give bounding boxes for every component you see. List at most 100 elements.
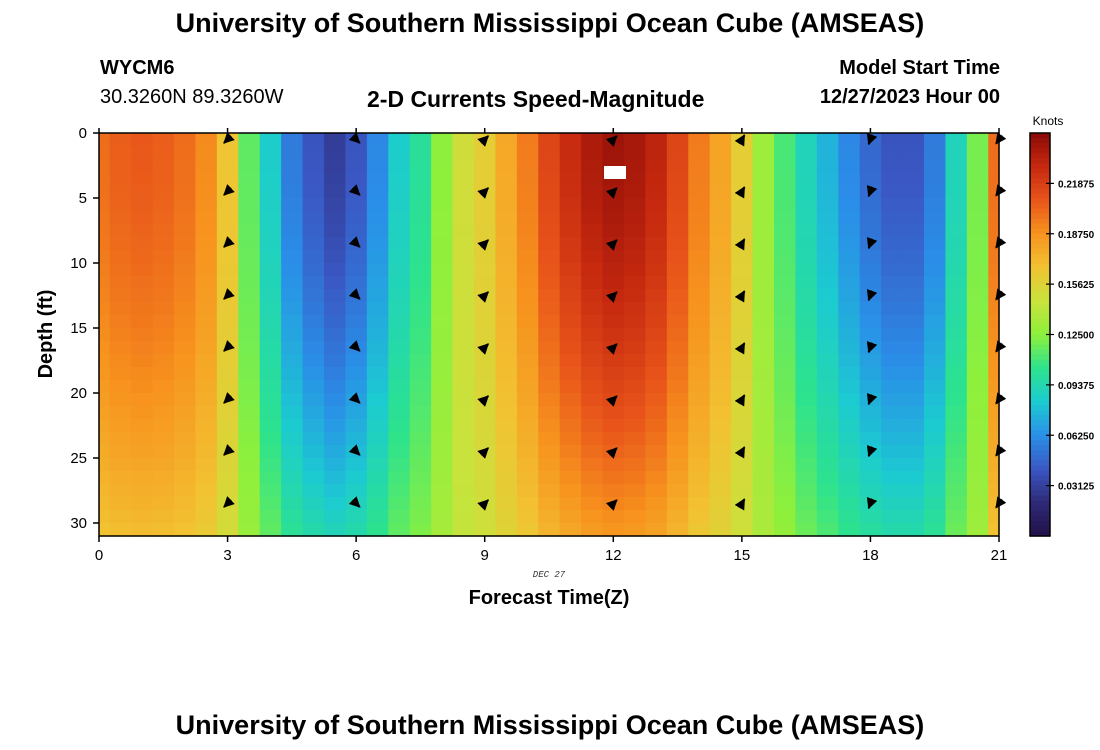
heatmap-cell <box>238 302 261 316</box>
heatmap-cell <box>881 523 904 537</box>
heatmap-cell <box>281 432 304 446</box>
heatmap-cell <box>131 315 154 329</box>
heatmap-cell <box>366 445 389 459</box>
heatmap-cell <box>195 211 218 225</box>
heatmap-cell <box>838 484 861 498</box>
heatmap-cell <box>581 393 604 407</box>
heatmap-cell <box>238 471 261 485</box>
heatmap-cell <box>99 302 111 316</box>
heatmap-cell <box>238 406 261 420</box>
heatmap-cell <box>495 250 518 264</box>
heatmap-cell <box>538 445 561 459</box>
heatmap-cell <box>602 419 625 433</box>
heatmap-cell <box>495 497 518 511</box>
heatmap-cell <box>324 198 347 212</box>
heatmap-cell <box>624 328 647 342</box>
heatmap-cell <box>945 523 968 537</box>
heatmap-cell <box>645 523 668 537</box>
heatmap-cell <box>431 276 454 290</box>
heatmap-cell <box>966 419 989 433</box>
colorbar-segment <box>1030 243 1050 250</box>
heatmap-cell <box>345 471 368 485</box>
heatmap-cell <box>902 250 925 264</box>
heatmap-cell <box>859 406 882 420</box>
heatmap-cell <box>174 393 197 407</box>
heatmap-cell <box>99 510 111 524</box>
heatmap-cell <box>795 484 818 498</box>
station-coordinates: 30.3260N 89.3260W <box>100 86 284 108</box>
heatmap-cell <box>324 250 347 264</box>
heatmap-cell <box>452 263 475 277</box>
heatmap-cell <box>109 458 132 472</box>
heatmap-cell <box>645 315 668 329</box>
heatmap-cell <box>431 406 454 420</box>
heatmap-cell <box>902 354 925 368</box>
heatmap-cell <box>109 250 132 264</box>
heatmap-cell <box>688 146 711 160</box>
heatmap-cell <box>581 484 604 498</box>
heatmap-cell <box>795 315 818 329</box>
heatmap-cell <box>945 146 968 160</box>
heatmap-cell <box>152 471 175 485</box>
heatmap-cell <box>99 458 111 472</box>
heatmap-cell <box>945 471 968 485</box>
heatmap-cell <box>516 393 539 407</box>
colorbar-segment <box>1030 480 1050 487</box>
heatmap-cell <box>366 471 389 485</box>
heatmap-cell <box>709 263 732 277</box>
heatmap-cell <box>388 341 411 355</box>
heatmap-cell <box>238 510 261 524</box>
heatmap-cell <box>474 276 497 290</box>
heatmap-cell <box>281 185 304 199</box>
heatmap-cell <box>195 263 218 277</box>
heatmap-cell <box>516 432 539 446</box>
heatmap-cell <box>388 172 411 186</box>
heatmap-cell <box>345 302 368 316</box>
heatmap-cell <box>902 146 925 160</box>
heatmap-cell <box>259 172 282 186</box>
heatmap-cell <box>538 458 561 472</box>
heatmap-cell <box>431 367 454 381</box>
heatmap-cell <box>409 224 432 238</box>
heatmap-cell <box>624 497 647 511</box>
heatmap-cell <box>195 471 218 485</box>
heatmap-cell <box>752 237 775 251</box>
heatmap-cell <box>516 224 539 238</box>
heatmap-cell <box>259 276 282 290</box>
heatmap-cell <box>99 354 111 368</box>
heatmap-cell <box>409 185 432 199</box>
heatmap-cell <box>581 458 604 472</box>
heatmap-cell <box>238 159 261 173</box>
heatmap-cell <box>345 159 368 173</box>
heatmap-cell <box>859 484 882 498</box>
heatmap-cell <box>838 523 861 537</box>
heatmap-cell <box>581 354 604 368</box>
heatmap-cell <box>452 237 475 251</box>
heatmap-cell <box>816 393 839 407</box>
heatmap-cell <box>259 393 282 407</box>
heatmap-cell <box>388 484 411 498</box>
colorbar-segment <box>1030 178 1050 184</box>
heatmap-cell <box>538 315 561 329</box>
heatmap-cell <box>324 445 347 459</box>
heatmap-cell <box>281 263 304 277</box>
heatmap-cell <box>409 263 432 277</box>
heatmap-cell <box>195 458 218 472</box>
heatmap-cell <box>431 146 454 160</box>
heatmap-cell <box>109 354 132 368</box>
heatmap-cell <box>881 484 904 498</box>
heatmap-cell <box>152 523 175 537</box>
heatmap-cell <box>131 211 154 225</box>
heatmap-cell <box>581 367 604 381</box>
heatmap-cell <box>774 185 797 199</box>
colorbar-segment <box>1030 405 1050 411</box>
current-arrow <box>348 236 361 248</box>
heatmap-cell <box>324 315 347 329</box>
heatmap-cell <box>431 471 454 485</box>
heatmap-cell <box>281 380 304 394</box>
heatmap-cell <box>302 471 325 485</box>
heatmap-cell <box>174 510 197 524</box>
heatmap-cell <box>152 354 175 368</box>
heatmap-cell <box>666 419 689 433</box>
heatmap-cell <box>559 367 582 381</box>
